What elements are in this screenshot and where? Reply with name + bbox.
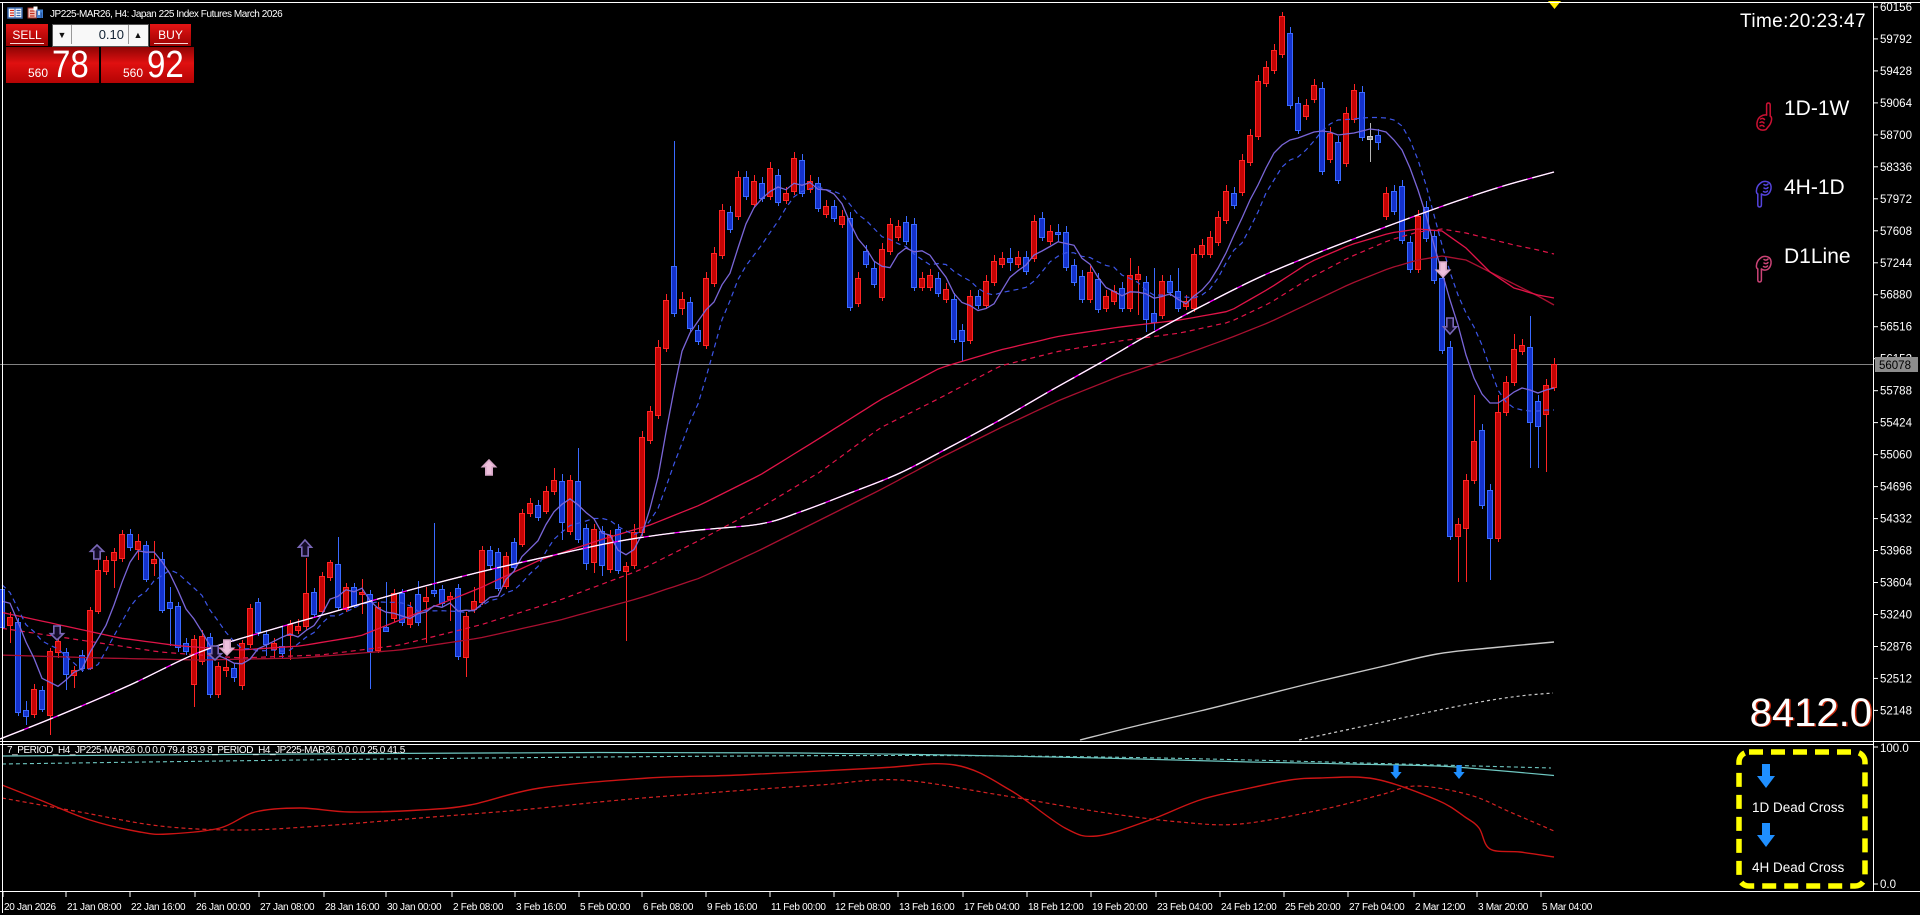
svg-text:20 Jan 2026: 20 Jan 2026 <box>4 902 56 913</box>
svg-text:30 Jan 00:00: 30 Jan 00:00 <box>387 902 442 913</box>
svg-text:JP225-MAR26, H4: Japan 225 In: JP225-MAR26, H4: Japan 225 Index Futures… <box>50 9 283 20</box>
svg-text:19 Feb 20:00: 19 Feb 20:00 <box>1092 902 1148 913</box>
svg-text:1D-1W: 1D-1W <box>1784 97 1850 120</box>
svg-text:57972: 57972 <box>1880 194 1912 206</box>
svg-text:26 Jan 00:00: 26 Jan 00:00 <box>196 902 251 913</box>
svg-text:57608: 57608 <box>1880 226 1912 238</box>
svg-text:25 Feb 20:00: 25 Feb 20:00 <box>1285 902 1341 913</box>
svg-text:55788: 55788 <box>1880 386 1912 398</box>
svg-text:59792: 59792 <box>1880 34 1912 46</box>
svg-text:54332: 54332 <box>1880 514 1912 526</box>
svg-text:53240: 53240 <box>1880 610 1912 622</box>
svg-text:27 Jan 08:00: 27 Jan 08:00 <box>260 902 315 913</box>
svg-text:2 Feb 08:00: 2 Feb 08:00 <box>453 902 504 913</box>
svg-text:58336: 58336 <box>1880 162 1912 174</box>
svg-text:53604: 53604 <box>1880 578 1913 590</box>
svg-text:24 Feb 12:00: 24 Feb 12:00 <box>1221 902 1277 913</box>
svg-text:13 Feb 16:00: 13 Feb 16:00 <box>899 902 955 913</box>
svg-text:2 Mar 12:00: 2 Mar 12:00 <box>1415 902 1466 913</box>
svg-text:59428: 59428 <box>1880 66 1912 78</box>
svg-text:56078: 56078 <box>1879 360 1911 372</box>
svg-text:1D Dead Cross: 1D Dead Cross <box>1752 800 1845 815</box>
svg-text:5 Feb 00:00: 5 Feb 00:00 <box>580 902 631 913</box>
svg-text:0.0: 0.0 <box>1880 879 1896 891</box>
svg-text:56880: 56880 <box>1880 290 1912 302</box>
svg-text:58700: 58700 <box>1880 130 1912 142</box>
svg-text:55424: 55424 <box>1880 418 1913 430</box>
svg-text:56516: 56516 <box>1880 322 1912 334</box>
svg-text:5 Mar 04:00: 5 Mar 04:00 <box>1542 902 1593 913</box>
svg-text:54696: 54696 <box>1880 482 1912 494</box>
svg-text:8412.0: 8412.0 <box>1750 691 1872 735</box>
svg-text:8412.0: 8412.0 <box>1751 692 1873 736</box>
svg-text:59064: 59064 <box>1880 98 1913 110</box>
svg-text:9 Feb 16:00: 9 Feb 16:00 <box>707 902 758 913</box>
svg-text:52512: 52512 <box>1880 673 1912 685</box>
svg-text:21 Jan 08:00: 21 Jan 08:00 <box>67 902 122 913</box>
svg-text:100.0: 100.0 <box>1880 743 1909 755</box>
svg-text:28 Jan 16:00: 28 Jan 16:00 <box>325 902 380 913</box>
svg-text:4H Dead Cross: 4H Dead Cross <box>1752 860 1845 875</box>
svg-text:60156: 60156 <box>1880 2 1912 14</box>
svg-text:23 Feb 04:00: 23 Feb 04:00 <box>1157 902 1213 913</box>
svg-text:57244: 57244 <box>1880 258 1913 270</box>
svg-text:D1Line: D1Line <box>1784 245 1851 268</box>
svg-text:3 Feb 16:00: 3 Feb 16:00 <box>516 902 567 913</box>
svg-text:52148: 52148 <box>1880 705 1912 717</box>
svg-text:11 Feb 00:00: 11 Feb 00:00 <box>771 902 826 913</box>
svg-text:53968: 53968 <box>1880 546 1912 558</box>
svg-text:Time:20:23:47: Time:20:23:47 <box>1740 11 1866 32</box>
svg-text:22 Jan 16:00: 22 Jan 16:00 <box>131 902 186 913</box>
svg-text:55060: 55060 <box>1880 450 1912 462</box>
svg-text:17 Feb 04:00: 17 Feb 04:00 <box>964 902 1020 913</box>
svg-text:3 Mar 20:00: 3 Mar 20:00 <box>1478 902 1529 913</box>
svg-text:7_PERIOD_H4_JP225-MAR26 0.0 0.: 7_PERIOD_H4_JP225-MAR26 0.0 0.0 79.4 83.… <box>7 745 406 756</box>
svg-text:4H-1D: 4H-1D <box>1784 176 1845 199</box>
svg-text:27 Feb 04:00: 27 Feb 04:00 <box>1349 902 1405 913</box>
svg-text:18 Feb 12:00: 18 Feb 12:00 <box>1028 902 1084 913</box>
svg-text:6 Feb 08:00: 6 Feb 08:00 <box>643 902 694 913</box>
svg-text:52876: 52876 <box>1880 642 1912 654</box>
svg-text:12 Feb 08:00: 12 Feb 08:00 <box>835 902 891 913</box>
